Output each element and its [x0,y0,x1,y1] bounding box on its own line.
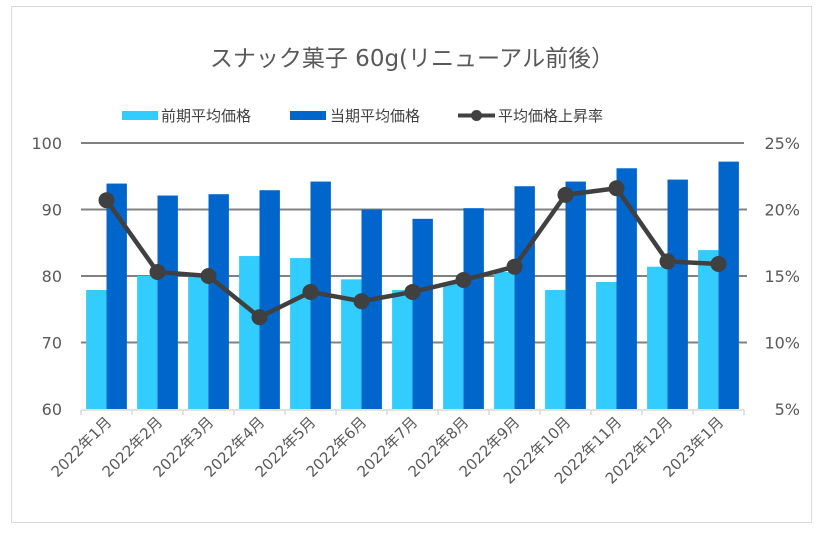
rate-point [149,264,166,281]
bar-prev [443,283,464,409]
chart-title: スナック菓子 60g(リニューアル前後） [210,46,614,72]
bar-prev [596,281,617,409]
right-tick-label: 10% [764,334,800,353]
left-tick-label: 100 [31,134,62,153]
bar-prev [86,289,107,409]
bar-prev [290,258,311,409]
bar-current [514,186,535,409]
right-tick-label: 20% [764,201,800,220]
bar-prev [137,276,158,409]
rate-point [710,256,727,273]
rate-point [353,293,370,310]
left-tick-label: 70 [42,334,62,353]
rate-point [455,271,472,288]
right-axis: 5% 10% 15% 20% 25% [743,134,800,419]
bar-prev [698,250,719,409]
rate-point [608,180,625,197]
legend-item-rate[interactable]: 平均価格上昇率 [458,107,603,125]
bar-current [208,194,229,409]
rate-point [251,309,268,326]
rate-point [200,268,217,284]
bar-prev [494,272,515,409]
left-axis: 60 70 80 90 100 [31,134,62,419]
bar-current [565,181,586,409]
left-tick-label: 90 [42,201,62,220]
bar-current [412,218,433,409]
bar-current [718,161,739,409]
legend: 前期平均価格 当期平均価格 平均価格上昇率 [122,107,603,125]
left-tick-label: 60 [42,400,62,419]
rate-point [557,186,574,203]
right-tick-label: 15% [764,267,800,286]
bar-prev [392,289,413,409]
bar-prev [239,256,260,409]
bar-prev [647,266,668,409]
bar-prev [545,289,566,409]
rate-point [404,283,421,300]
rate-point [302,283,319,300]
rate-point [98,192,115,209]
bar-current [106,183,127,409]
rate-point [506,258,523,275]
bar-current [361,209,382,409]
bar-current [157,195,178,409]
legend-label-current: 当期平均価格 [330,107,420,125]
rate-point [659,253,676,270]
legend-item-current[interactable]: 当期平均価格 [290,107,420,125]
right-tick-label: 5% [775,400,800,419]
legend-label-rate: 平均価格上昇率 [498,107,603,125]
rate-line [98,180,727,326]
legend-swatch-prev [122,111,158,120]
legend-swatch-current [290,111,326,120]
bar-current [463,208,484,409]
bar-current [667,179,688,409]
right-tick-label: 25% [764,134,800,153]
bar-prev [341,279,362,409]
bar-prev [188,276,209,409]
x-axis: 2022年1月2022年2月2022年3月2022年4月2022年5月2022年… [48,409,745,488]
legend-label-prev: 前期平均価格 [161,107,251,125]
bars [86,161,739,409]
legend-item-prev[interactable]: 前期平均価格 [122,107,251,125]
legend-marker-rate [471,110,482,121]
bar-current [616,168,637,409]
bar-current [259,190,280,409]
left-tick-label: 80 [42,267,62,286]
